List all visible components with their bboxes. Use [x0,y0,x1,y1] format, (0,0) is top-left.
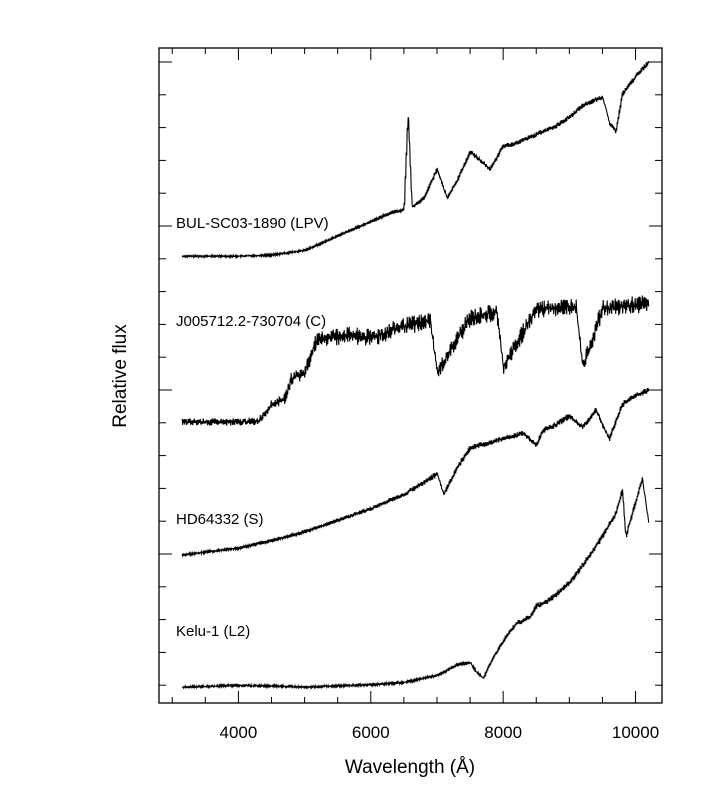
x-axis-title: Wavelength (Å) [345,757,475,778]
spectrum-line-2 [181,295,650,426]
x-axis-ticks: 4000 6000 8000 10000 [171,48,659,742]
spectra-group [181,61,650,690]
series-label-2: J005712.2-730704 (C) [176,313,326,330]
y-axis-ticks [159,61,662,686]
x-tick-label: 10000 [612,723,659,742]
series-label-3: HD64332 (S) [176,511,264,528]
y-axis-title: Relative flux [110,324,131,428]
series-labels: BUL-SC03-1890 (LPV) J005712.2-730704 (C) H… [176,215,329,640]
x-tick-label: 4000 [220,723,258,742]
spectrum-line-3 [181,388,650,559]
spectrum-line-4 [181,477,650,690]
plot-frame [158,47,663,704]
x-tick-label: 6000 [352,723,390,742]
series-label-4: Kelu-1 (L2) [176,623,250,640]
spectrum-line-1 [181,61,650,260]
x-tick-label: 8000 [484,723,522,742]
series-label-1: BUL-SC03-1890 (LPV) [176,215,329,232]
